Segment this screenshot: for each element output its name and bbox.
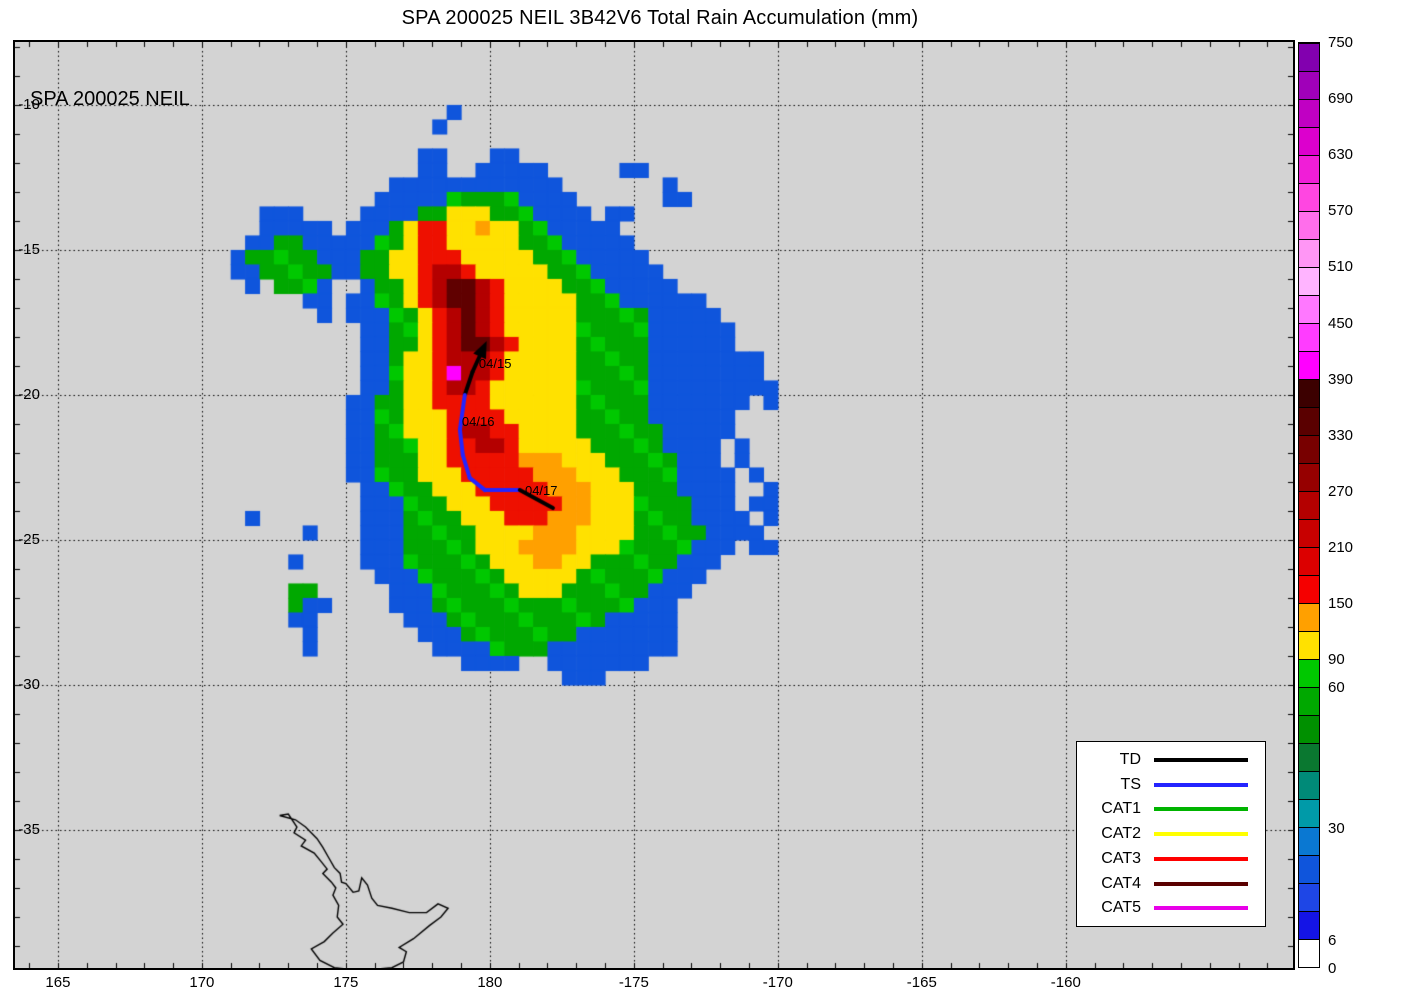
y-tick-label: -20 [18, 385, 40, 403]
colorbar-tick-label: 6 [1328, 931, 1337, 949]
colorbar-segment [1299, 323, 1319, 351]
colorbar-segment [1299, 547, 1319, 575]
colorbar-tick-label: 30 [1328, 819, 1345, 837]
colorbar-segment [1299, 463, 1319, 491]
x-tick-label: -175 [618, 974, 649, 991]
colorbar-tick-label: 210 [1328, 539, 1354, 557]
track-date-label: 04/16 [461, 414, 495, 430]
legend-line-swatch [1154, 757, 1248, 762]
colorbar-segment [1299, 351, 1319, 379]
colorbar-segment [1299, 71, 1319, 99]
colorbar-tick-label: 330 [1328, 426, 1354, 444]
legend-row: CAT5 [1077, 899, 1265, 917]
colorbar-segment [1299, 883, 1319, 911]
legend-row: TS [1077, 776, 1265, 794]
storm-id-label: SPA 200025 NEIL [30, 88, 190, 110]
x-tick-label: -160 [1050, 974, 1081, 991]
colorbar-segment [1299, 827, 1319, 855]
colorbar-segment [1299, 435, 1319, 463]
x-tick-label: 170 [189, 974, 215, 991]
colorbar-tick-label: 60 [1328, 679, 1345, 697]
legend-row: CAT2 [1077, 825, 1265, 843]
storm-category-legend: TD TS CAT1 CAT2 CAT3 CAT4 CAT5 [1076, 741, 1266, 927]
legend-line-swatch [1154, 832, 1248, 836]
legend-label: TD [1119, 750, 1141, 768]
track-date-label: 04/17 [524, 482, 558, 498]
track-date-label: 04/15 [478, 356, 512, 372]
colorbar-segment [1299, 379, 1319, 407]
legend-row: CAT1 [1077, 800, 1265, 818]
colorbar-segment [1299, 491, 1319, 519]
colorbar-tick-label: 510 [1328, 258, 1354, 276]
y-tick-label: -25 [18, 530, 40, 548]
y-tick-label: -35 [18, 820, 40, 838]
legend-label: CAT2 [1101, 825, 1141, 842]
legend-line-swatch [1154, 881, 1248, 886]
colorbar-segment [1299, 43, 1319, 71]
legend-line-swatch [1154, 782, 1248, 787]
colorbar [1298, 42, 1320, 968]
colorbar-tick-label: 390 [1328, 370, 1354, 388]
colorbar-tick-label: 630 [1328, 146, 1354, 164]
colorbar-segment [1299, 155, 1319, 183]
colorbar-segment [1299, 603, 1319, 631]
colorbar-segment [1299, 659, 1319, 687]
colorbar-segment [1299, 631, 1319, 659]
legend-row: CAT3 [1077, 850, 1265, 868]
colorbar-segment [1299, 799, 1319, 827]
legend-label: CAT1 [1101, 800, 1141, 818]
y-tick-label: -10 [18, 95, 40, 113]
colorbar-tick-label: 150 [1328, 595, 1354, 613]
colorbar-segment [1299, 743, 1319, 771]
colorbar-segment [1299, 211, 1319, 239]
colorbar-tick-label: 570 [1328, 202, 1354, 220]
legend-row: CAT4 [1077, 875, 1265, 893]
y-tick-label: -15 [18, 240, 40, 258]
colorbar-segment [1299, 183, 1319, 211]
colorbar-tick-label: 0 [1328, 960, 1337, 977]
colorbar-tick-label: 690 [1328, 90, 1354, 108]
y-tick-label: -30 [18, 675, 40, 693]
colorbar-tick-label: 90 [1328, 651, 1345, 669]
colorbar-segment [1299, 127, 1319, 155]
colorbar-segment [1299, 99, 1319, 127]
legend-label: TS [1120, 775, 1141, 793]
legend-line-swatch [1154, 906, 1248, 911]
colorbar-segment [1299, 267, 1319, 295]
colorbar-segment [1299, 519, 1319, 547]
colorbar-segment [1299, 295, 1319, 323]
x-tick-label: 175 [333, 974, 359, 991]
x-tick-label: 165 [45, 974, 71, 991]
legend-row: TD [1077, 751, 1265, 769]
colorbar-tick-label: 450 [1328, 314, 1354, 332]
legend-line-swatch [1154, 856, 1248, 861]
colorbar-tick-label: 270 [1328, 482, 1354, 500]
legend-line-swatch [1154, 807, 1248, 812]
colorbar-segment [1299, 575, 1319, 603]
legend-label: CAT3 [1101, 849, 1141, 867]
colorbar-segment [1299, 715, 1319, 743]
legend-label: CAT4 [1101, 874, 1141, 892]
x-tick-label: -170 [762, 974, 793, 991]
x-tick-label: -165 [906, 974, 937, 991]
legend-label: CAT5 [1101, 899, 1141, 917]
colorbar-segment [1299, 687, 1319, 715]
x-tick-label: 180 [477, 974, 503, 991]
colorbar-segment [1299, 939, 1319, 967]
colorbar-tick-label: 750 [1328, 34, 1354, 51]
colorbar-segment [1299, 407, 1319, 435]
chart-title: SPA 200025 NEIL 3B42V6 Total Rain Accumu… [401, 7, 919, 29]
colorbar-segment [1299, 911, 1319, 939]
colorbar-segment [1299, 239, 1319, 267]
colorbar-segment [1299, 855, 1319, 883]
colorbar-segment [1299, 771, 1319, 799]
